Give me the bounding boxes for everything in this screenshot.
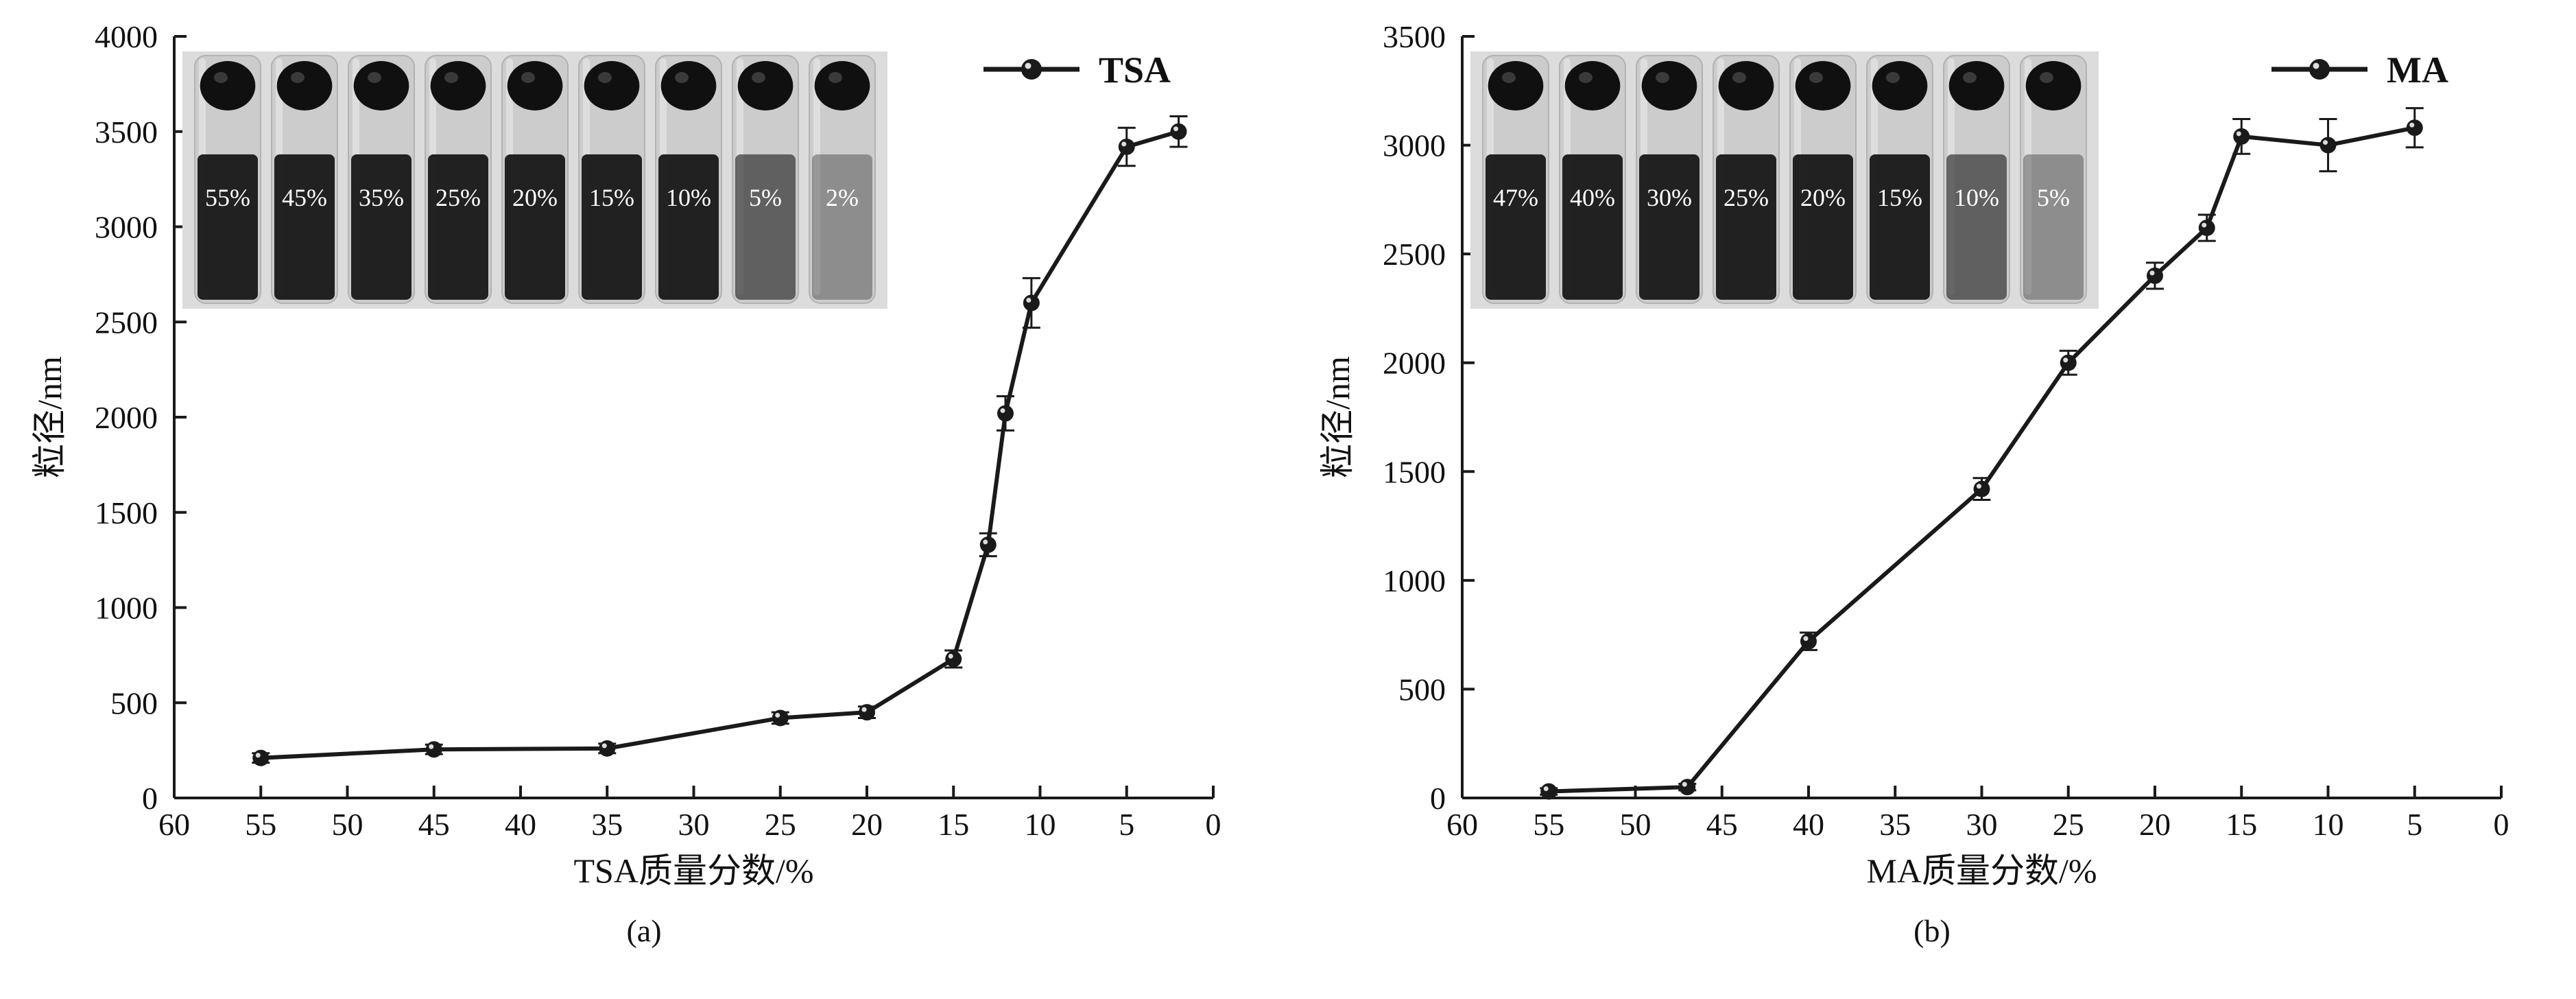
y-tick-label: 0 [142,781,158,816]
x-tick-label: 5 [2407,807,2422,842]
x-tick-label: 35 [1879,807,1911,842]
data-point-marker [1800,633,1817,650]
legend-label: TSA [1099,49,1171,91]
data-point-marker [252,749,270,766]
data-point-marker [1679,779,1696,796]
y-axis-title: 粒径/nm [30,356,69,478]
y-tick-label: 2000 [1383,346,1446,381]
data-point-marker [1023,294,1040,312]
y-tick-label: 1500 [95,495,158,530]
data-point-marker [1540,783,1558,800]
y-tick-label: 2500 [1383,237,1446,272]
vial-concentration-label: 35% [359,184,404,211]
legend-label: MA [2387,49,2448,91]
data-point-marker [2147,267,2163,284]
vial-concentration-label: 47% [1493,184,1538,211]
vial-concentration-label: 10% [1954,184,1999,211]
x-tick-label: 0 [1206,807,1221,842]
y-tick-label: 3500 [1383,19,1446,54]
y-tick-label: 2500 [95,305,158,340]
x-tick-label: 60 [158,807,190,842]
vial-concentration-label: 55% [205,184,250,211]
panel-a: 60 55 50 45 40 35 30 25 20 15 10 5 0 0 500 1000 1500 2000… [30,19,1221,948]
chart-a-tsa-particle-size: 60 55 50 45 40 35 30 25 20 15 10 5 00500100015002000… [30,19,1221,890]
data-point-marker [1973,480,1990,497]
y-tick-label: 1000 [95,591,158,626]
x-axis-title: TSA质量分数/% [574,851,814,890]
vial-concentration-label: 20% [512,184,558,211]
panel-b: 60 55 50 45 40 35 30 25 20 15 10 5 0 0 500 1000 1500 2000… [1288,0,2576,999]
x-tick-label: 50 [1620,807,1651,842]
vial-photo-inset: 55% 45% 35% 25% 20% 15% 10% 5% 2% [182,51,887,309]
vial-concentration-label: 20% [1800,184,1846,211]
data-point-marker [2233,128,2250,145]
data-series-line [1547,126,2417,794]
vial-concentration-label: 25% [1724,184,1769,211]
data-point-marker [945,650,962,668]
x-tick-label: 40 [1793,807,1824,842]
x-tick-label: 60 [1446,807,1478,842]
vial-concentration-label: 15% [589,184,634,211]
data-point-marker [859,704,875,721]
y-tick-label: 3500 [95,115,158,150]
x-tick-label: 15 [2226,807,2257,842]
legend-marker [2309,59,2330,80]
x-tick-label: 30 [678,807,710,842]
x-tick-label: 45 [418,807,450,842]
x-tick-label: 25 [2053,807,2084,842]
data-point-marker [2406,119,2423,137]
x-axis-title: MA质量分数/% [1866,851,2097,890]
y-tick-label: 2000 [95,400,158,435]
vial-concentration-label: 10% [666,184,711,211]
data-point-marker [1118,138,1135,155]
x-tick-label: 0 [2494,807,2509,842]
x-tick-label: 20 [2139,807,2171,842]
data-point-marker [2060,354,2077,371]
data-point-marker [979,536,997,553]
y-axis-title: 粒径/nm [1318,356,1357,478]
x-tick-label: 45 [1706,807,1738,842]
x-tick-label: 55 [1533,807,1564,842]
y-tick-label: 1500 [1383,454,1446,489]
chart-b-ma-particle-size: 60 55 50 45 40 35 30 25 20 15 10 5 00500100015002000… [1318,19,2509,890]
y-tick-label: 1000 [1383,563,1446,598]
x-tick-label: 50 [332,807,363,842]
y-tick-label: 3000 [1383,128,1446,163]
y-tick-label: 0 [1430,781,1446,816]
x-tick-label: 30 [1966,807,1998,842]
x-tick-label: 15 [938,807,969,842]
data-point-marker [599,740,616,757]
caption-b: (b) [1913,913,1951,948]
caption-a: (a) [626,913,662,948]
vial-concentration-label: 30% [1647,184,1692,211]
data-point-marker [997,405,1014,422]
vial-concentration-label: 45% [282,184,327,211]
y-tick-label: 4000 [95,19,158,54]
x-tick-label: 35 [591,807,623,842]
vial-concentration-label: 15% [1877,184,1922,211]
vial-photo-inset: 47% 40% 30% 25% 20% 15% 10% 5% [1470,51,2099,309]
x-tick-label: 40 [505,807,536,842]
x-tick-label: 5 [1119,807,1134,842]
vial-concentration-label: 40% [1570,184,1615,211]
y-tick-label: 500 [110,685,158,720]
x-tick-label: 55 [245,807,276,842]
data-point-marker [1170,123,1187,140]
vial-concentration-label: 25% [436,184,481,211]
data-point-marker [2319,137,2337,154]
data-point-marker [772,709,789,727]
vial-concentration-label: 5% [749,184,782,211]
data-point-marker [2198,220,2215,237]
y-tick-label: 3000 [95,210,158,245]
vial-concentration-label: 5% [2037,184,2070,211]
x-tick-label: 10 [2313,807,2344,842]
y-tick-label: 500 [1398,672,1446,707]
x-tick-label: 10 [1025,807,1056,842]
x-tick-label: 25 [765,807,796,842]
vial-concentration-label: 2% [826,184,859,211]
x-tick-label: 20 [851,807,883,842]
data-point-marker [425,741,442,758]
legend-marker [1021,59,1042,80]
